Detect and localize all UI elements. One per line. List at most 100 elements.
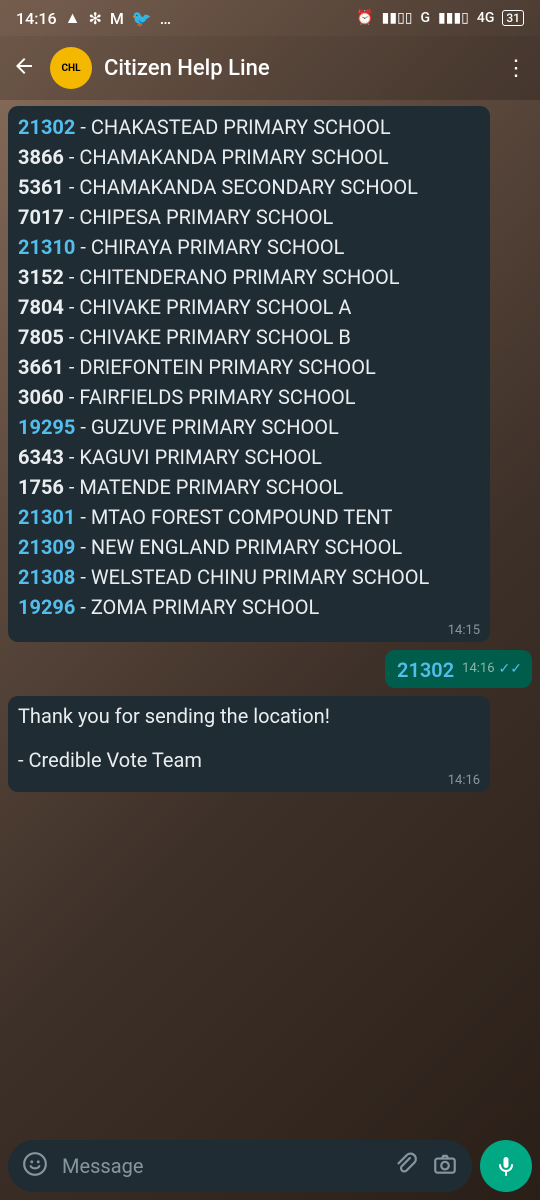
separator: -	[64, 475, 79, 499]
signal-icon: ▮▮▯▯	[382, 10, 413, 26]
message-time: 14:15	[448, 623, 480, 638]
school-row: 3152 - CHITENDERANO PRIMARY SCHOOL	[18, 262, 480, 292]
sent-time: 14:16	[462, 656, 494, 682]
mic-button[interactable]	[480, 1140, 532, 1192]
school-name: CHAMAKANDA PRIMARY SCHOOL	[79, 145, 388, 169]
signal-icon-2: ▮▮▮▯	[438, 10, 469, 26]
alarm-icon: ⏰	[356, 10, 373, 26]
separator: -	[75, 115, 90, 139]
school-row: 7017 - CHIPESA PRIMARY SCHOOL	[18, 202, 480, 232]
school-code-link[interactable]: 21302	[18, 115, 75, 139]
school-row: 7804 - CHIVAKE PRIMARY SCHOOL A	[18, 292, 480, 322]
separator: -	[64, 325, 79, 349]
separator: -	[64, 205, 79, 229]
school-row: 7805 - CHIVAKE PRIMARY SCHOOL B	[18, 322, 480, 352]
school-code: 3152	[18, 265, 64, 289]
reply-line1: Thank you for sending the location!	[18, 702, 480, 730]
school-row: 3661 - DRIEFONTEIN PRIMARY SCHOOL	[18, 352, 480, 382]
school-row: 21302 - CHAKASTEAD PRIMARY SCHOOL	[18, 112, 480, 142]
separator: -	[64, 265, 79, 289]
school-code: 5361	[18, 175, 64, 199]
school-name: KAGUVI PRIMARY SCHOOL	[79, 445, 322, 469]
school-name: WELSTEAD CHINU PRIMARY SCHOOL	[91, 565, 429, 589]
attach-icon[interactable]	[392, 1151, 418, 1181]
message-input[interactable]: Message	[62, 1154, 378, 1178]
sent-meta: 14:16 ✓✓	[462, 656, 522, 682]
school-list: 21302 - CHAKASTEAD PRIMARY SCHOOL3866 - …	[18, 112, 480, 622]
clock-time: 14:16	[16, 9, 57, 28]
reply-line2: - Credible Vote Team	[18, 748, 480, 772]
separator: -	[64, 445, 79, 469]
warning-icon: ▲	[65, 8, 81, 28]
input-bar: Message	[8, 1140, 532, 1192]
message-input-box[interactable]: Message	[8, 1140, 472, 1192]
avatar[interactable]: CHL	[50, 47, 92, 89]
school-code: 3866	[18, 145, 64, 169]
network-g-label: G	[420, 10, 430, 26]
separator: -	[75, 595, 90, 619]
school-code: 6343	[18, 445, 64, 469]
school-name: DRIEFONTEIN PRIMARY SCHOOL	[79, 355, 375, 379]
school-row: 19296 - ZOMA PRIMARY SCHOOL	[18, 592, 480, 622]
twitter-icon: 🐦	[132, 9, 152, 28]
mail-icon: M	[110, 9, 124, 28]
separator: -	[75, 235, 90, 259]
school-name: FAIRFIELDS PRIMARY SCHOOL	[79, 385, 355, 409]
separator: -	[64, 175, 79, 199]
school-row: 21308 - WELSTEAD CHINU PRIMARY SCHOOL	[18, 562, 480, 592]
school-row: 21309 - NEW ENGLAND PRIMARY SCHOOL	[18, 532, 480, 562]
back-button[interactable]	[10, 54, 38, 82]
message-out[interactable]: 21302 14:16 ✓✓	[385, 650, 532, 688]
school-row: 21310 - CHIRAYA PRIMARY SCHOOL	[18, 232, 480, 262]
status-left: 14:16 ▲ ✻ M 🐦 …	[16, 8, 171, 28]
network-4g-label: 4G	[477, 10, 495, 26]
fan-icon: ✻	[88, 9, 101, 28]
read-ticks-icon: ✓✓	[499, 656, 522, 682]
school-row: 3060 - FAIRFIELDS PRIMARY SCHOOL	[18, 382, 480, 412]
school-name: CHIVAKE PRIMARY SCHOOL B	[79, 325, 350, 349]
school-name: CHAMAKANDA SECONDARY SCHOOL	[79, 175, 418, 199]
message-in-schools[interactable]: 21302 - CHAKASTEAD PRIMARY SCHOOL3866 - …	[8, 106, 490, 642]
battery-indicator: 31	[502, 10, 524, 26]
school-code: 3060	[18, 385, 64, 409]
school-name: CHIRAYA PRIMARY SCHOOL	[91, 235, 345, 259]
messages-area[interactable]: 21302 - CHAKASTEAD PRIMARY SCHOOL3866 - …	[0, 100, 540, 792]
school-name: CHITENDERANO PRIMARY SCHOOL	[79, 265, 399, 289]
school-code: 3661	[18, 355, 64, 379]
chat-header[interactable]: CHL Citizen Help Line ⋮	[0, 36, 540, 100]
status-right: ⏰ ▮▮▯▯ G ▮▮▮▯ 4G 31	[356, 10, 524, 26]
school-name: ZOMA PRIMARY SCHOOL	[91, 595, 319, 619]
school-row: 5361 - CHAMAKANDA SECONDARY SCHOOL	[18, 172, 480, 202]
school-name: CHAKASTEAD PRIMARY SCHOOL	[91, 115, 391, 139]
chat-title[interactable]: Citizen Help Line	[104, 56, 490, 81]
school-row: 1756 - MATENDE PRIMARY SCHOOL	[18, 472, 480, 502]
school-code: 7017	[18, 205, 64, 229]
school-code-link[interactable]: 19295	[18, 415, 75, 439]
separator: -	[75, 565, 90, 589]
message-in-reply[interactable]: Thank you for sending the location! - Cr…	[8, 696, 490, 792]
school-name: CHIVAKE PRIMARY SCHOOL A	[79, 295, 351, 319]
school-code-link[interactable]: 21308	[18, 565, 75, 589]
avatar-text: CHL	[61, 63, 80, 74]
camera-icon[interactable]	[432, 1151, 458, 1181]
school-row: 21301 - MTAO FOREST COMPOUND TENT	[18, 502, 480, 532]
school-row: 3866 - CHAMAKANDA PRIMARY SCHOOL	[18, 142, 480, 172]
separator: -	[64, 295, 79, 319]
school-code-link[interactable]: 21310	[18, 235, 75, 259]
sent-text: 21302	[397, 658, 454, 682]
separator: -	[64, 385, 79, 409]
school-code-link[interactable]: 21301	[18, 505, 75, 529]
school-code-link[interactable]: 19296	[18, 595, 75, 619]
school-code: 7804	[18, 295, 64, 319]
school-code: 1756	[18, 475, 64, 499]
school-row: 6343 - KAGUVI PRIMARY SCHOOL	[18, 442, 480, 472]
emoji-icon[interactable]	[22, 1151, 48, 1181]
separator: -	[75, 535, 90, 559]
school-name: MTAO FOREST COMPOUND TENT	[91, 505, 393, 529]
message-time: 14:16	[448, 773, 480, 788]
menu-button[interactable]: ⋮	[502, 56, 530, 81]
separator: -	[75, 415, 90, 439]
school-code: 7805	[18, 325, 64, 349]
school-code-link[interactable]: 21309	[18, 535, 75, 559]
separator: -	[75, 505, 90, 529]
